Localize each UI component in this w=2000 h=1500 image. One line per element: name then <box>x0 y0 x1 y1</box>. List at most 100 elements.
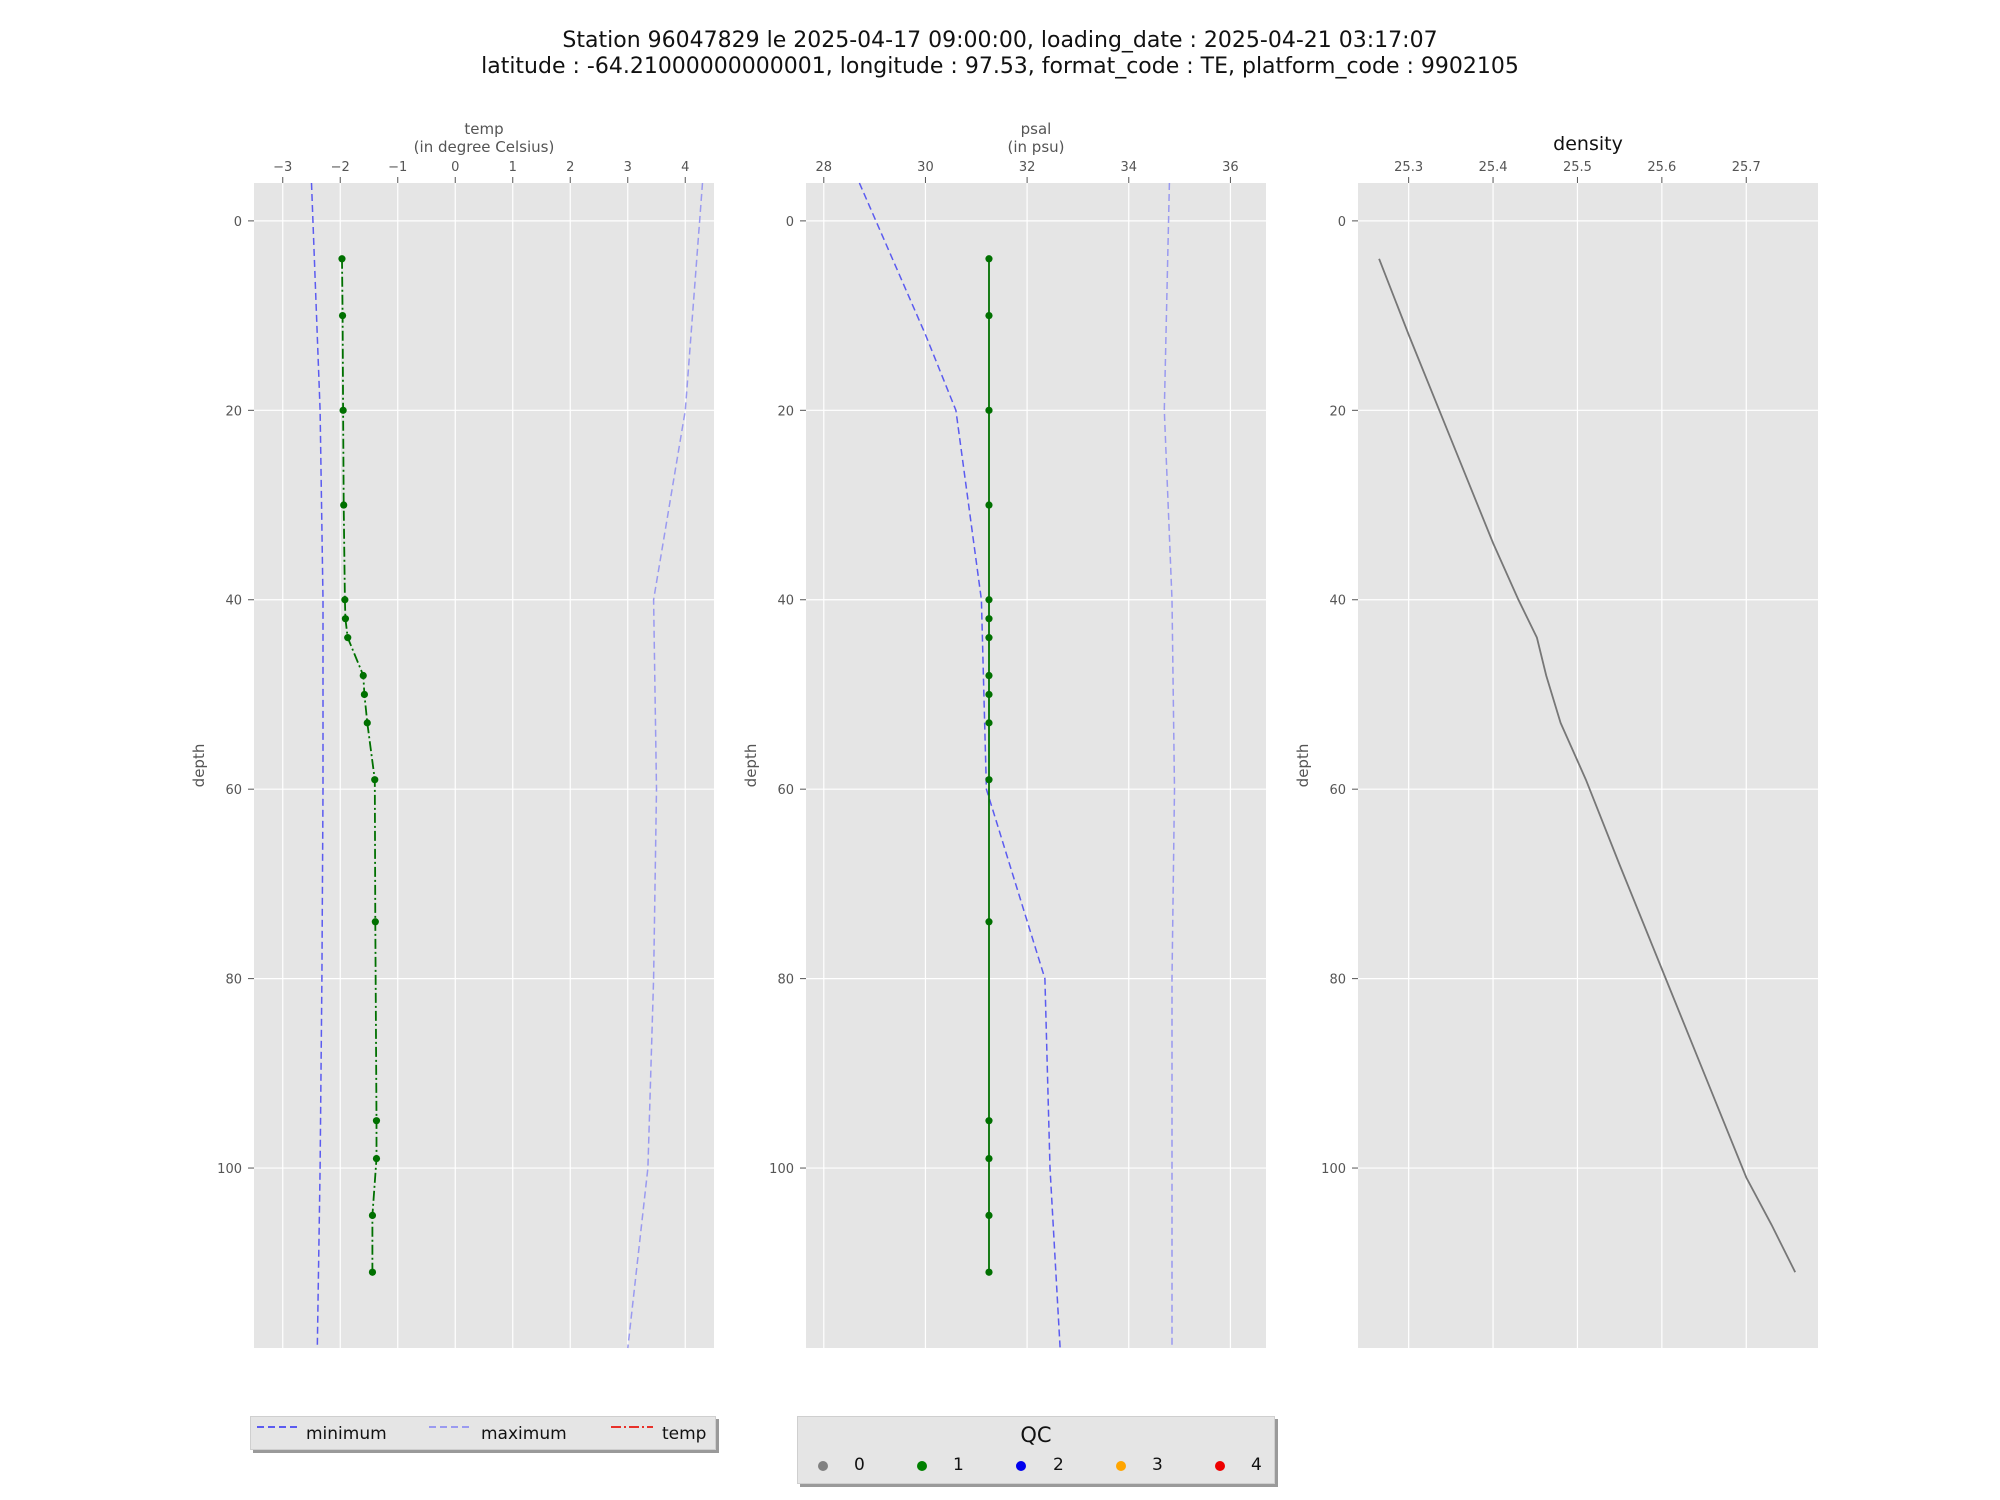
series-line-maximum <box>1163 182 1176 1348</box>
qc-0-marker <box>818 1461 828 1471</box>
data-point-psal <box>985 615 993 623</box>
data-point-temp <box>372 1154 381 1163</box>
y-axis-label: depth <box>1294 744 1312 788</box>
panel-background <box>1358 183 1818 1348</box>
y-tick-label: 80 <box>225 973 242 988</box>
y-tick-label: 0 <box>1338 215 1346 230</box>
data-point-psal <box>985 1117 993 1125</box>
y-tick-label: 40 <box>225 594 242 609</box>
data-point-psal <box>985 671 993 680</box>
x-tick-label: −1 <box>388 160 407 175</box>
x-tick-label: 36 <box>1222 160 1239 175</box>
x-tick-label: 25.3 <box>1394 160 1423 175</box>
data-point-psal <box>985 596 993 604</box>
y-tick-label: 20 <box>1329 404 1346 419</box>
y-tick-label: 0 <box>786 215 794 230</box>
legend-temp-label: temp <box>662 1424 707 1444</box>
data-point-temp <box>360 690 368 699</box>
data-point-temp <box>368 1268 377 1276</box>
legend-minimum-label: minimum <box>306 1424 387 1444</box>
data-point-psal <box>985 1154 993 1163</box>
y-tick-label: 60 <box>777 783 794 798</box>
x-tick-label: −2 <box>331 160 350 175</box>
data-point-psal <box>985 776 993 784</box>
data-point-temp <box>341 596 349 604</box>
series-line-minimum <box>310 182 324 1349</box>
data-point-psal <box>985 501 993 509</box>
data-point-temp <box>338 255 346 263</box>
y-tick-label: 40 <box>777 594 794 609</box>
x-tick-label: 2 <box>566 160 574 175</box>
data-point-temp <box>372 1117 381 1125</box>
data-point-temp <box>340 501 348 509</box>
axis-title-line: psal <box>1021 120 1052 138</box>
x-tick-label: 25.4 <box>1479 160 1508 175</box>
y-axis-label: depth <box>742 744 760 788</box>
data-point-temp <box>359 671 367 680</box>
legend-temp-sample <box>611 1426 653 1428</box>
y-tick-label: 100 <box>217 1162 242 1177</box>
y-tick-label: 20 <box>225 404 242 419</box>
x-tick-label: 32 <box>1019 160 1036 175</box>
data-point-psal <box>985 690 993 699</box>
y-tick-label: 0 <box>234 215 242 230</box>
data-point-psal <box>985 719 993 727</box>
legend-minimum-sample <box>257 1426 299 1428</box>
figure-title-line2: latitude : -64.21000000000001, longitude… <box>481 54 1519 79</box>
qc-1-label: 1 <box>953 1455 964 1475</box>
y-axis-label: depth <box>190 744 208 788</box>
qc-legend: QC 0 1 2 3 4 <box>797 1416 1275 1484</box>
qc-4-label: 4 <box>1251 1455 1262 1475</box>
qc-3-marker <box>1116 1461 1126 1471</box>
data-point-temp <box>338 312 347 320</box>
x-tick-label: 28 <box>816 160 833 175</box>
data-point-psal <box>985 1211 993 1219</box>
axis-title: density <box>1553 133 1623 155</box>
data-point-psal <box>985 918 993 926</box>
y-tick-label: 60 <box>1329 783 1346 798</box>
x-tick-label: 34 <box>1120 160 1137 175</box>
x-tick-label: 30 <box>917 160 934 175</box>
qc-legend-title: QC <box>1020 1423 1052 1447</box>
y-tick-label: 60 <box>225 783 242 798</box>
qc-1-marker <box>917 1461 927 1471</box>
y-tick-label: 100 <box>769 1162 794 1177</box>
y-tick-label: 100 <box>1321 1162 1346 1177</box>
axis-title-line: (in degree Celsius) <box>414 138 555 156</box>
x-tick-label: 0 <box>451 160 459 175</box>
line-legend: minimum maximum temp <box>250 1416 716 1450</box>
axis-title-line: temp <box>464 120 503 138</box>
y-tick-label: 20 <box>777 404 794 419</box>
data-point-temp <box>371 918 379 926</box>
qc-4-marker <box>1215 1461 1225 1471</box>
x-tick-label: 25.7 <box>1732 160 1761 175</box>
x-tick-label: 25.6 <box>1647 160 1676 175</box>
data-point-temp <box>344 634 352 642</box>
qc-0-label: 0 <box>854 1455 865 1475</box>
qc-2-label: 2 <box>1053 1455 1064 1475</box>
data-point-psal <box>985 312 993 320</box>
data-point-temp <box>368 1211 377 1219</box>
data-point-temp <box>341 615 350 623</box>
x-tick-label: 25.5 <box>1563 160 1592 175</box>
y-tick-label: 80 <box>1329 973 1346 988</box>
axis-title-line: (in psu) <box>1008 138 1065 156</box>
data-point-psal <box>985 255 993 263</box>
x-tick-label: 1 <box>509 160 517 175</box>
legend-maximum-sample <box>429 1426 471 1428</box>
panel-psal: 28 30 32 34 36 0 20 40 60 80 100 psal(in psu) depth <box>742 120 1266 1349</box>
data-point-temp <box>339 406 347 414</box>
x-tick-label: 3 <box>624 160 632 175</box>
series-line-maximum <box>627 182 704 1349</box>
data-point-temp <box>363 719 371 727</box>
series-line-temp <box>341 258 378 1273</box>
x-tick-label: 4 <box>681 160 689 175</box>
qc-3-label: 3 <box>1152 1455 1163 1475</box>
data-point-temp <box>371 776 379 784</box>
panel-background <box>806 183 1266 1348</box>
data-point-psal <box>985 406 993 414</box>
panel-background <box>254 183 714 1348</box>
data-point-psal <box>985 634 993 642</box>
